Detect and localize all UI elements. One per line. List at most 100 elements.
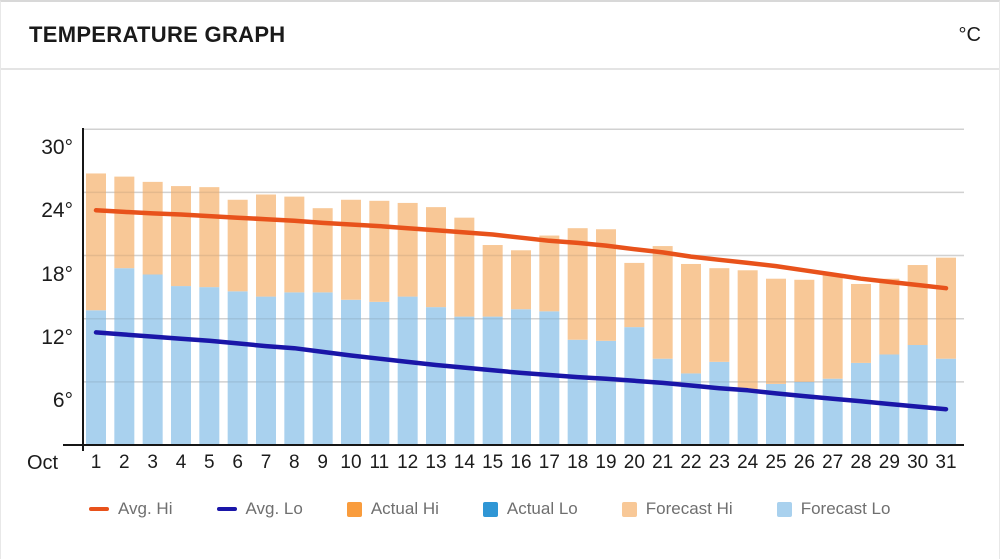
x-axis-label: 3 xyxy=(147,452,158,473)
x-axis-label: 13 xyxy=(425,452,447,473)
forecast-hi-bar-day-18 xyxy=(567,228,588,340)
forecast-hi-bar-day-13 xyxy=(425,207,446,308)
forecast-hi-bar-day-21 xyxy=(652,246,673,359)
x-axis-label: 29 xyxy=(878,452,900,473)
forecast-lo-bar-day-21 xyxy=(652,358,673,444)
legend: Avg. Hi Avg. Lo Actual Hi Actual Lo Fore… xyxy=(89,499,890,519)
forecast-lo-bar-day-4 xyxy=(170,286,191,444)
y-axis-label: 6° xyxy=(52,388,73,412)
x-axis-label: 26 xyxy=(793,452,815,473)
forecast-lo-swatch-icon xyxy=(776,501,792,517)
legend-item-avg-hi: Avg. Hi xyxy=(89,499,173,519)
x-axis-label: 28 xyxy=(850,452,872,473)
x-axis-label: 15 xyxy=(482,452,504,473)
x-axis-label: 2 xyxy=(119,452,130,473)
x-axis-month-label: Oct xyxy=(27,452,59,474)
x-axis-label: 17 xyxy=(538,452,560,473)
x-axis-label: 5 xyxy=(204,452,215,473)
legend-item-avg-lo: Avg. Lo xyxy=(216,499,303,519)
x-axis-label: 22 xyxy=(680,452,702,473)
forecast-hi-bar-day-20 xyxy=(624,262,645,328)
x-axis-label: 27 xyxy=(822,452,844,473)
forecast-lo-bar-day-31 xyxy=(935,358,956,444)
actual-hi-swatch-icon xyxy=(346,501,362,517)
forecast-lo-bar-day-29 xyxy=(879,354,900,444)
forecast-hi-bar-day-16 xyxy=(510,250,531,310)
forecast-lo-bar-day-9 xyxy=(312,292,333,444)
legend-label: Forecast Hi xyxy=(645,499,733,518)
forecast-lo-bar-day-18 xyxy=(567,339,588,444)
forecast-lo-bar-day-17 xyxy=(539,311,560,444)
forecast-hi-bar-day-15 xyxy=(482,245,503,317)
forecast-lo-bar-day-1 xyxy=(86,310,106,444)
forecast-lo-bar-day-22 xyxy=(680,373,701,444)
legend-item-forecast-hi: Forecast Hi xyxy=(621,499,733,519)
y-axis-label: 24° xyxy=(41,199,73,223)
x-axis-label: 6 xyxy=(232,452,243,473)
forecast-hi-bar-day-31 xyxy=(935,257,956,359)
forecast-hi-bar-day-6 xyxy=(227,199,248,292)
forecast-hi-bar-day-23 xyxy=(709,268,730,362)
forecast-lo-bar-day-23 xyxy=(709,361,730,444)
avg-hi-line-swatch-icon xyxy=(89,507,109,511)
forecast-hi-bar-day-12 xyxy=(397,202,418,297)
forecast-lo-bar-day-11 xyxy=(369,301,390,444)
forecast-lo-bar-day-3 xyxy=(142,274,163,444)
forecast-hi-bar-day-11 xyxy=(369,200,390,302)
y-axis-label: 18° xyxy=(41,262,73,286)
avg-hi-line xyxy=(93,208,949,291)
forecast-lo-bar-day-14 xyxy=(454,316,475,444)
forecast-hi-bar-day-5 xyxy=(199,187,220,288)
forecast-lo-bar-day-2 xyxy=(114,268,135,444)
forecast-lo-bar-day-19 xyxy=(595,340,616,444)
forecast-hi-bar-day-19 xyxy=(595,229,616,341)
forecast-lo-bar-day-12 xyxy=(397,296,418,444)
forecast-lo-bar-day-13 xyxy=(425,307,446,444)
forecast-hi-bar-day-10 xyxy=(340,199,361,300)
forecast-hi-bar-day-24 xyxy=(737,270,758,391)
forecast-lo-bar-day-6 xyxy=(227,291,248,444)
avg-lo-line-swatch-icon xyxy=(216,507,237,511)
forecast-lo-bar-day-30 xyxy=(907,345,928,444)
forecast-hi-bar-day-3 xyxy=(142,181,163,275)
forecast-lo-bar-day-16 xyxy=(510,309,531,444)
x-axis-label: 12 xyxy=(397,452,419,473)
x-axis-label: 31 xyxy=(935,452,957,473)
x-axis-label: 11 xyxy=(369,452,390,473)
legend-label: Actual Hi xyxy=(370,499,439,518)
x-axis-label: 25 xyxy=(765,452,787,473)
page-title: TEMPERATURE GRAPH xyxy=(29,22,286,47)
forecast-lo-bar-day-5 xyxy=(199,287,220,444)
forecast-hi-bar-day-17 xyxy=(539,235,560,312)
forecast-lo-bar-day-7 xyxy=(255,296,276,444)
x-axis-label: 18 xyxy=(567,452,589,473)
forecast-lo-bar-day-20 xyxy=(624,327,645,444)
legend-label: Avg. Lo xyxy=(245,499,303,518)
forecast-lo-bar-day-24 xyxy=(737,390,758,444)
forecast-lo-bar-day-15 xyxy=(482,316,503,444)
x-axis-label: 16 xyxy=(510,452,532,473)
header: TEMPERATURE GRAPH °C xyxy=(1,2,999,70)
y-axis-label: 12° xyxy=(41,325,73,349)
forecast-lo-bar-day-10 xyxy=(340,299,361,444)
legend-item-actual-lo: Actual Lo xyxy=(482,499,578,519)
x-axis-label: 20 xyxy=(623,452,645,473)
forecast-hi-bar-day-25 xyxy=(765,278,786,384)
x-axis-label: 10 xyxy=(340,452,362,473)
forecast-hi-bar-day-22 xyxy=(680,263,701,374)
x-axis-label: 4 xyxy=(175,452,187,473)
unit-label: °C xyxy=(958,23,981,46)
forecast-lo-bar-day-26 xyxy=(794,381,815,444)
x-axis-label: 30 xyxy=(907,452,929,473)
x-axis-label: 1 xyxy=(90,452,102,473)
forecast-hi-swatch-icon xyxy=(621,501,637,517)
forecast-hi-bar-day-14 xyxy=(454,217,475,317)
legend-label: Avg. Hi xyxy=(118,499,173,518)
x-axis-label: 8 xyxy=(289,452,300,473)
forecast-hi-bar-day-29 xyxy=(879,278,900,355)
forecast-hi-bar-day-8 xyxy=(284,196,305,293)
x-axis-label: 24 xyxy=(737,452,759,473)
forecast-hi-bar-day-26 xyxy=(794,279,815,382)
